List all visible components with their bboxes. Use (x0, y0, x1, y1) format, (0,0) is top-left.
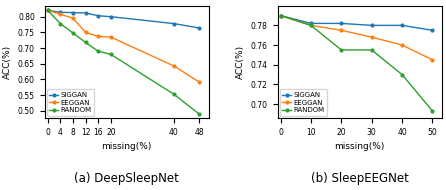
EEGGAN (83, 31, 88, 33)
RANDOM (399, 73, 405, 76)
Line: SIGGAN: SIGGAN (45, 8, 202, 31)
Y-axis label: ACC(%): ACC(%) (236, 45, 245, 79)
RANDOM (171, 93, 177, 95)
EEGGAN (399, 44, 405, 46)
Text: (a) DeepSleepNet: (a) DeepSleepNet (74, 172, 179, 185)
SIGGAN (95, 15, 101, 17)
Line: SIGGAN: SIGGAN (278, 13, 435, 33)
Text: (b) SleepEEGNet: (b) SleepEEGNet (310, 172, 409, 185)
EEGGAN (45, 9, 50, 12)
RANDOM (83, 41, 88, 44)
SIGGAN (70, 11, 76, 14)
SIGGAN (278, 14, 283, 17)
SIGGAN (108, 16, 114, 18)
Line: RANDOM: RANDOM (278, 13, 435, 114)
RANDOM (430, 110, 435, 112)
Line: EEGGAN: EEGGAN (45, 8, 202, 85)
EEGGAN (171, 65, 177, 67)
EEGGAN (308, 24, 314, 27)
RANDOM (45, 9, 50, 12)
SIGGAN (308, 22, 314, 25)
Legend: SIGGAN, EEGGAN, RANDOM: SIGGAN, EEGGAN, RANDOM (280, 89, 327, 116)
SIGGAN (197, 27, 202, 29)
Line: EEGGAN: EEGGAN (278, 13, 435, 63)
EEGGAN (58, 13, 63, 15)
EEGGAN (70, 17, 76, 19)
SIGGAN (171, 22, 177, 25)
Legend: SIGGAN, EEGGAN, RANDOM: SIGGAN, EEGGAN, RANDOM (47, 89, 95, 116)
EEGGAN (430, 59, 435, 61)
RANDOM (278, 14, 283, 17)
EEGGAN (369, 36, 374, 38)
RANDOM (95, 50, 101, 52)
Y-axis label: ACC(%): ACC(%) (3, 45, 12, 79)
RANDOM (197, 113, 202, 115)
SIGGAN (339, 22, 344, 25)
EEGGAN (339, 29, 344, 31)
X-axis label: missing(%): missing(%) (334, 142, 385, 151)
RANDOM (308, 24, 314, 27)
EEGGAN (108, 36, 114, 38)
SIGGAN (399, 24, 405, 27)
RANDOM (70, 32, 76, 34)
RANDOM (108, 53, 114, 55)
SIGGAN (45, 9, 50, 12)
SIGGAN (83, 12, 88, 14)
RANDOM (58, 22, 63, 25)
EEGGAN (95, 35, 101, 38)
EEGGAN (278, 14, 283, 17)
EEGGAN (197, 81, 202, 83)
Line: RANDOM: RANDOM (45, 8, 202, 117)
SIGGAN (430, 29, 435, 31)
SIGGAN (369, 24, 374, 27)
SIGGAN (58, 11, 63, 13)
X-axis label: missing(%): missing(%) (101, 142, 152, 151)
RANDOM (339, 49, 344, 51)
RANDOM (369, 49, 374, 51)
